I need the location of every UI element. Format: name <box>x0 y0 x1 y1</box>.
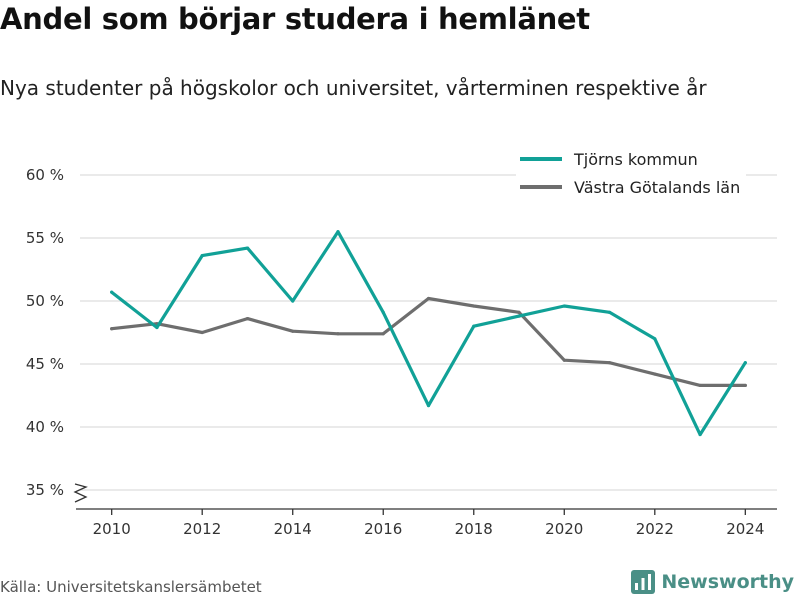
data-point-1-2016 <box>381 332 385 336</box>
data-point-1-2013 <box>245 317 250 321</box>
data-point-1-2021 <box>607 361 612 365</box>
y-axis-labels: 35 % 40 % 45 % 50 % 55 % 60 % <box>26 166 64 499</box>
data-point-1-2024 <box>743 383 747 388</box>
legend-swatch-tjorn <box>520 157 562 161</box>
y-tick-label: 55 % <box>26 229 64 247</box>
x-tick-label: 2016 <box>364 520 402 538</box>
x-tick-label: 2022 <box>636 520 674 538</box>
brand[interactable]: Newsworthy <box>631 570 794 594</box>
y-tick-label: 50 % <box>26 292 64 310</box>
data-point-0-2021 <box>607 310 612 314</box>
data-point-0-2024 <box>743 361 747 365</box>
source-note: Källa: Universitetskanslersämbetet <box>0 578 262 596</box>
chart-subtitle: Nya studenter på högskolor och universit… <box>0 76 707 100</box>
data-point-1-2014 <box>291 329 295 333</box>
legend-label-tjorn: Tjörns kommun <box>574 149 698 169</box>
x-tick-label: 2014 <box>274 520 312 538</box>
y-tick-label: 60 % <box>26 166 64 184</box>
x-tick-label: 2012 <box>183 520 221 538</box>
data-point-0-2022 <box>653 337 657 341</box>
x-tick-label: 2018 <box>455 520 493 538</box>
x-tick-label: 2020 <box>545 520 583 538</box>
x-tick-label: 2010 <box>93 520 131 538</box>
chart-title: Andel som börjar studera i hemlänet <box>0 2 590 36</box>
y-tick-label: 40 % <box>26 418 64 436</box>
y-tick-label: 35 % <box>26 481 64 499</box>
data-point-0-2011 <box>155 325 159 330</box>
data-point-0-2018 <box>472 324 476 328</box>
x-tick-label: 2024 <box>726 520 764 538</box>
legend: Tjörns kommun Västra Götalands län <box>516 143 747 203</box>
legend-item-vastra-gotaland[interactable]: Västra Götalands län <box>520 173 740 201</box>
data-point-0-2015 <box>336 230 340 234</box>
legend-item-tjorn[interactable]: Tjörns kommun <box>520 145 740 173</box>
newsworthy-logo-icon <box>631 570 656 594</box>
y-axis-break-icon <box>73 483 88 503</box>
data-point-1-2020 <box>562 358 566 362</box>
legend-swatch-vastra-gotaland <box>520 185 562 189</box>
data-point-0-2019 <box>517 314 521 318</box>
data-point-0-2017 <box>426 403 431 408</box>
data-point-1-2022 <box>653 372 657 376</box>
series-line-1 <box>110 296 747 387</box>
gridlines <box>80 174 777 491</box>
data-point-1-2015 <box>336 332 340 336</box>
data-point-0-2014 <box>291 299 295 303</box>
data-point-0-2023 <box>698 432 702 437</box>
data-point-1-2023 <box>698 383 702 388</box>
x-axis: 2010 2012 2014 2016 2018 2020 2022 2024 <box>73 483 777 538</box>
data-point-1-2019 <box>517 310 521 314</box>
data-point-0-2020 <box>562 304 566 308</box>
data-point-1-2012 <box>200 330 204 335</box>
legend-label-vastra-gotaland: Västra Götalands län <box>574 177 741 197</box>
data-point-0-2010 <box>110 290 114 294</box>
y-tick-label: 45 % <box>26 355 64 373</box>
data-point-1-2010 <box>110 327 114 331</box>
data-point-1-2018 <box>472 304 476 308</box>
data-point-0-2012 <box>200 254 204 258</box>
data-point-1-2017 <box>426 296 431 301</box>
data-point-0-2013 <box>245 246 250 250</box>
series-lines <box>110 230 747 437</box>
data-point-0-2016 <box>381 310 385 314</box>
brand-name: Newsworthy <box>661 571 794 593</box>
